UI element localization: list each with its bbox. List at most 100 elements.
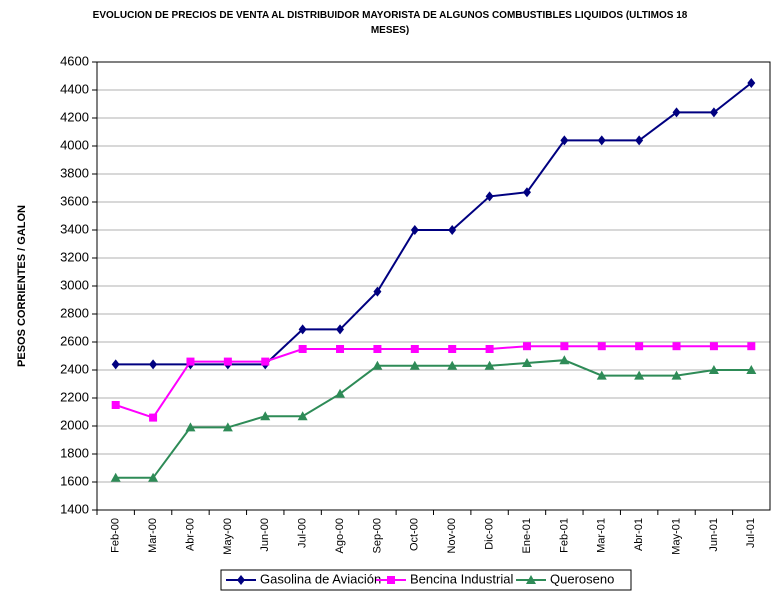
data-point	[410, 225, 419, 235]
y-tick-label: 2800	[60, 305, 89, 320]
chart-title: EVOLUCION DE PRECIOS DE VENTA AL DISTRIB…	[92, 10, 688, 36]
data-point	[149, 413, 158, 422]
data-point	[635, 135, 644, 146]
y-tick-label: 3400	[60, 221, 89, 236]
data-point	[410, 345, 419, 353]
legend-label: Bencina Industrial	[410, 571, 513, 586]
y-tick-label: 3000	[60, 277, 89, 292]
legend: Gasolina de Aviación Bencina Industrial Qu…	[220, 569, 632, 591]
data-point	[448, 225, 457, 235]
data-point	[297, 411, 308, 421]
data-point	[484, 360, 495, 370]
legend-marker	[526, 575, 536, 584]
x-tick-label: May-00	[222, 518, 234, 555]
x-tick-label: Mar-00	[147, 518, 159, 553]
y-tick-label: 3200	[60, 249, 89, 264]
data-point	[298, 345, 307, 353]
y-axis-label: PESOS CORRIENTES / GALON	[16, 205, 28, 367]
y-tick-label: 1600	[60, 473, 89, 488]
data-point	[372, 360, 383, 370]
data-point	[596, 370, 607, 380]
data-point	[522, 187, 531, 198]
data-point	[672, 107, 681, 118]
data-point	[447, 360, 458, 370]
data-point	[709, 107, 718, 118]
data-point	[110, 472, 121, 482]
data-point	[708, 365, 719, 374]
series-line	[115, 359, 752, 479]
data-point	[336, 324, 345, 335]
x-tick-label: Nov-00	[446, 518, 458, 553]
data-point	[223, 357, 232, 366]
y-tick-label: 4200	[60, 109, 89, 124]
data-point	[672, 342, 681, 351]
data-point	[111, 359, 120, 370]
data-point	[111, 401, 120, 409]
x-tick-label: Jul-00	[297, 518, 309, 548]
x-tick-label: Abr-01	[633, 518, 645, 551]
y-tick-label: 2000	[60, 417, 89, 432]
data-point	[335, 388, 346, 398]
data-point	[373, 286, 382, 297]
x-tick-label: Mar-01	[596, 518, 608, 553]
data-point	[448, 345, 457, 353]
data-point	[185, 422, 196, 432]
data-point	[747, 78, 756, 88]
data-point	[597, 135, 606, 146]
x-tick-label: Abr-00	[184, 518, 196, 551]
data-point	[260, 411, 271, 421]
y-tick-label: 4400	[60, 81, 89, 96]
y-tick-label: 2200	[60, 389, 89, 404]
data-point	[521, 358, 532, 367]
x-tick-label: Sep-00	[371, 518, 383, 553]
data-point	[597, 342, 606, 351]
y-tick-label: 4600	[60, 53, 89, 68]
data-point	[148, 472, 159, 482]
data-point	[298, 324, 307, 335]
data-point	[485, 191, 494, 202]
data-point	[635, 342, 644, 351]
x-tick-label: Jul-01	[745, 518, 757, 548]
x-tick-label: Jun-01	[708, 518, 720, 552]
data-point	[373, 345, 382, 353]
data-point	[336, 345, 345, 353]
series-line	[115, 345, 752, 419]
legend-marker	[237, 575, 245, 585]
data-point	[634, 370, 645, 380]
y-tick-label: 3800	[60, 165, 89, 180]
x-tick-label: Jun-00	[259, 518, 271, 552]
data-point	[261, 357, 270, 366]
data-point	[186, 357, 195, 366]
x-tick-label: Feb-01	[558, 518, 570, 553]
x-tick-label: Dic-00	[483, 518, 495, 550]
y-tick-label: 3600	[60, 193, 89, 208]
data-point	[747, 342, 756, 351]
data-point	[485, 345, 494, 353]
y-tick-label: 1400	[60, 501, 89, 516]
series-line	[115, 82, 752, 366]
data-point	[560, 135, 569, 146]
data-point	[746, 365, 757, 374]
y-tick-label: 4000	[60, 137, 89, 152]
legend-label: Gasolina de Aviación	[260, 571, 381, 586]
data-point	[671, 370, 682, 380]
y-tick-label: 2600	[60, 333, 89, 348]
data-point	[709, 342, 718, 351]
legend-label: Queroseno	[550, 571, 614, 586]
legend-marker	[387, 576, 395, 584]
y-tick-label: 2400	[60, 361, 89, 376]
x-tick-label: Ago-00	[334, 518, 346, 553]
x-tick-label: May-01	[670, 518, 682, 555]
data-point	[560, 342, 569, 351]
data-point	[149, 359, 158, 370]
data-point	[409, 360, 420, 370]
legend-box	[220, 569, 632, 591]
y-tick-label: 1800	[60, 445, 89, 460]
x-tick-label: Feb-00	[110, 518, 122, 553]
x-tick-label: Oct-00	[409, 518, 421, 551]
data-point	[222, 422, 233, 432]
data-point	[522, 342, 531, 351]
data-point	[559, 355, 570, 365]
